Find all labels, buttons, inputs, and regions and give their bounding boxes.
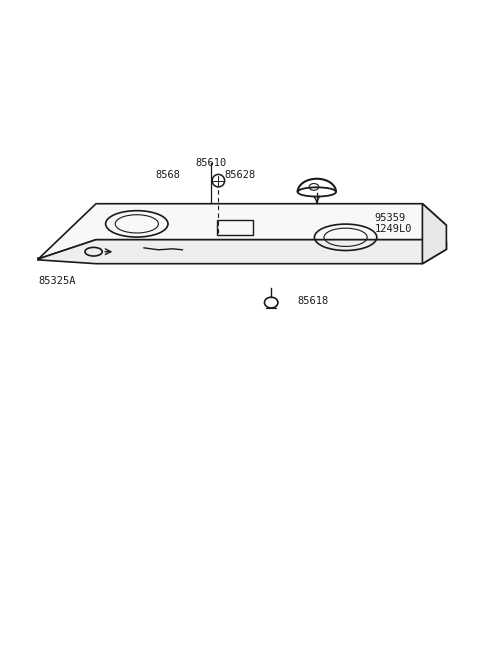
Text: 85610: 85610 (195, 158, 227, 168)
Polygon shape (422, 204, 446, 263)
Text: 85628: 85628 (224, 170, 256, 180)
Polygon shape (38, 240, 446, 263)
Text: 1249L0: 1249L0 (374, 224, 412, 234)
Polygon shape (38, 204, 446, 259)
Text: 95359: 95359 (374, 214, 406, 223)
Text: 85618: 85618 (298, 296, 329, 306)
Text: 85325A: 85325A (38, 276, 76, 286)
Bar (217, 220, 253, 235)
Text: 8568: 8568 (156, 170, 180, 180)
